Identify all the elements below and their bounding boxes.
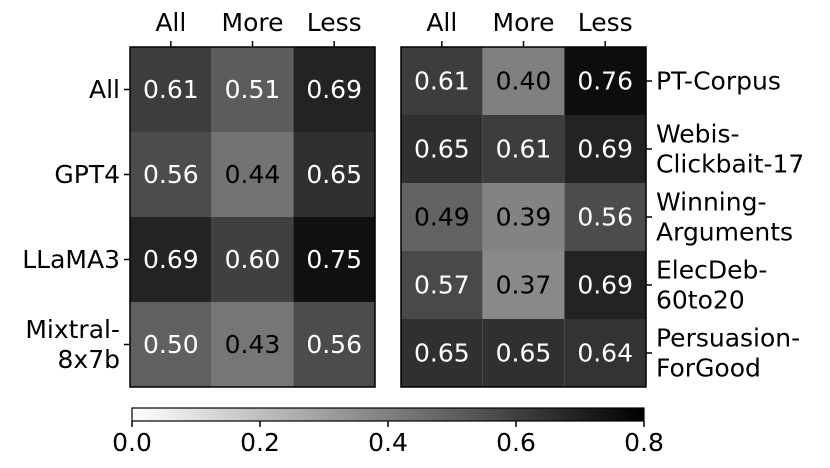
heatmap-cell <box>401 115 483 183</box>
colorbar: 0.0 0.2 0.4 0.6 0.8 <box>112 407 664 457</box>
heatmap-cell <box>130 132 212 217</box>
row-label: Persuasion-ForGood <box>656 324 800 383</box>
cell-value-label: 0.61 <box>496 135 552 164</box>
cell-value-label: 0.49 <box>414 203 470 232</box>
row-label: PT-Corpus <box>656 67 781 96</box>
row-label: GPT4 <box>54 160 120 189</box>
cell-value-label: 0.60 <box>225 245 281 274</box>
cell-value-label: 0.65 <box>414 135 470 164</box>
heatmap-cell <box>564 115 647 183</box>
cell-value-label: 0.61 <box>414 67 470 96</box>
cell-value-label: 0.56 <box>577 203 633 232</box>
heatmap-cell <box>211 47 294 132</box>
cell-value-label: 0.76 <box>577 67 633 96</box>
row-label: LLaMA3 <box>22 245 120 274</box>
cell-value-label: 0.75 <box>306 245 362 274</box>
heatmap-cell <box>293 217 376 302</box>
heatmap-cell <box>482 115 565 183</box>
heatmap-cell <box>482 183 565 251</box>
heatmap-cell <box>482 319 565 387</box>
colorbar-tick-label: 0.0 <box>112 428 152 457</box>
cell-value-label: 0.44 <box>225 160 281 189</box>
heatmap-cell <box>564 251 647 319</box>
cell-value-label: 0.61 <box>143 75 199 104</box>
cell-value-label: 0.51 <box>225 75 281 104</box>
heatmap-cell <box>211 302 294 387</box>
cell-value-label: 0.69 <box>306 75 362 104</box>
heatmap-cell <box>482 47 565 115</box>
cell-value-label: 0.65 <box>306 160 362 189</box>
column-label: All <box>426 8 457 37</box>
cell-value-label: 0.64 <box>577 339 633 368</box>
heatmap-cell <box>211 132 294 217</box>
cell-value-label: 0.65 <box>414 339 470 368</box>
colorbar-tick-label: 0.6 <box>496 428 536 457</box>
cell-value-label: 0.39 <box>496 203 552 232</box>
row-label: Webis-Clickbait-17 <box>656 120 804 179</box>
cell-value-label: 0.56 <box>143 160 199 189</box>
colorbar-tick-label: 0.4 <box>368 428 408 457</box>
heatmap-cell <box>482 251 565 319</box>
heatmap-cell <box>293 47 376 132</box>
colorbar-gradient <box>131 407 645 422</box>
heatmap-cell <box>130 302 212 387</box>
cell-value-label: 0.69 <box>577 135 633 164</box>
cell-value-label: 0.40 <box>496 67 552 96</box>
cell-value-label: 0.69 <box>143 245 199 274</box>
colorbar-tick-label: 0.8 <box>624 428 664 457</box>
heatmap-cell <box>401 183 483 251</box>
cell-value-label: 0.56 <box>306 330 362 359</box>
row-label: Mixtral-8x7b <box>25 315 120 374</box>
cell-value-label: 0.43 <box>225 330 281 359</box>
heatmap-cell <box>211 217 294 302</box>
heatmap-cell <box>401 47 483 115</box>
heatmap-cell <box>564 319 647 387</box>
right-heatmap: 0.61 0.40 0.76 0.65 0.61 0.69 0.49 0.39 0.56 0.57… <box>400 8 804 388</box>
cell-value-label: 0.69 <box>577 271 633 300</box>
column-label: All <box>155 8 186 37</box>
left-heatmap: 0.61 0.51 0.69 0.56 0.44 0.65 0.69 0.60 0.75 0.50… <box>22 8 376 388</box>
cell-value-label: 0.50 <box>143 330 199 359</box>
colorbar-tick-label: 0.2 <box>240 428 280 457</box>
heatmap-cell <box>401 251 483 319</box>
cell-value-label: 0.57 <box>414 271 470 300</box>
row-label: Winning-Arguments <box>656 188 793 247</box>
cell-value-label: 0.37 <box>496 271 552 300</box>
heatmap-cell <box>401 319 483 387</box>
column-label: More <box>222 8 284 37</box>
heatmap-cell <box>564 183 647 251</box>
column-label: Less <box>578 8 633 37</box>
column-label: More <box>493 8 555 37</box>
row-label: All <box>89 75 120 104</box>
column-label: Less <box>307 8 362 37</box>
cell-value-label: 0.65 <box>496 339 552 368</box>
heatmap-cell <box>130 217 212 302</box>
heatmap-cell <box>130 47 212 132</box>
heatmap-cell <box>293 302 376 387</box>
heatmap-cell <box>293 132 376 217</box>
row-label: ElecDeb-60to20 <box>656 256 767 315</box>
heatmap-cell <box>564 47 647 115</box>
